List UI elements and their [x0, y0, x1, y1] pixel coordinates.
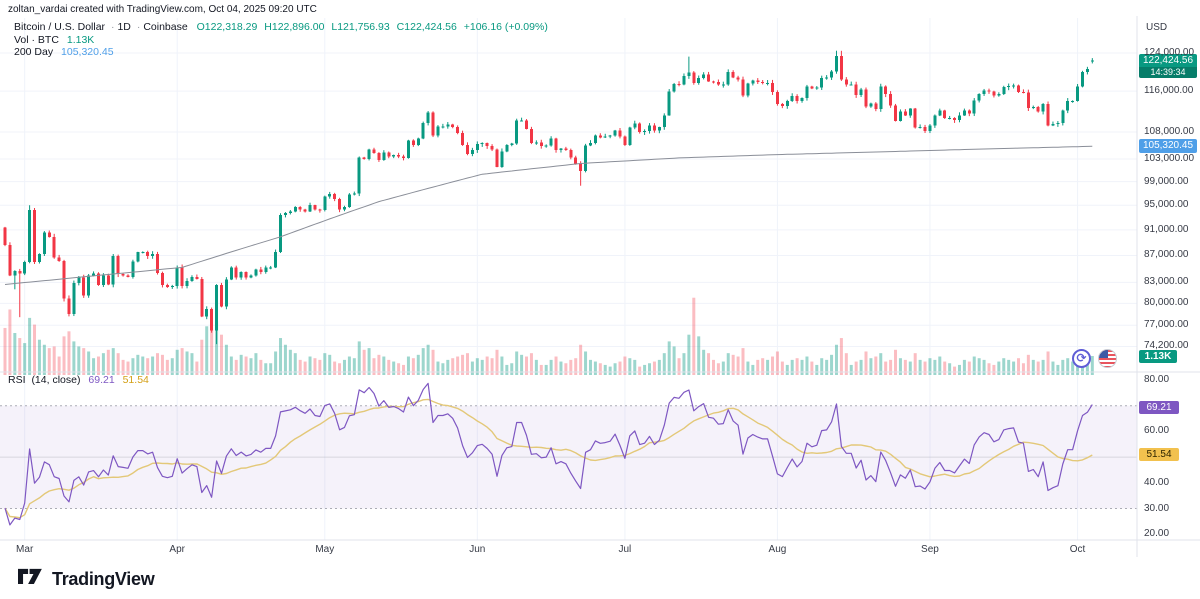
symbol-legend-row[interactable]: Bitcoin / U.S. Dollar · 1D · Coinbase O122…: [14, 21, 548, 33]
price-tick-label: 80,000.00: [1144, 297, 1189, 309]
ma200-value: 105,320.45: [61, 46, 114, 58]
volume-label: Vol · BTC: [14, 34, 59, 46]
interval-label[interactable]: 1D: [117, 21, 131, 33]
separators-layer: [0, 16, 1200, 557]
volume-layer: [3, 297, 1094, 375]
rsi-label: RSI: [8, 374, 26, 386]
legend-separator: ·: [110, 21, 115, 33]
month-label: May: [315, 544, 335, 555]
month-label: Mar: [16, 544, 34, 555]
tradingview-logo[interactable]: TradingView: [18, 567, 155, 591]
ohlc-high: H122,896.00: [264, 21, 325, 33]
price-tick-label: 83,000.00: [1144, 276, 1189, 288]
rsi-tick-label: 20.00: [1144, 528, 1170, 540]
volume-legend-row[interactable]: Vol · BTC 1.13K: [14, 34, 94, 46]
price-tick-label: 95,000.00: [1144, 199, 1189, 211]
price-tick-label: 116,000.00: [1144, 85, 1194, 97]
month-label: Jul: [618, 544, 632, 555]
volume-value: 1.13K: [66, 34, 95, 46]
rsi-tick-label: 40.00: [1144, 476, 1170, 488]
price-tick-label: 99,000.00: [1144, 175, 1189, 187]
symbol-title[interactable]: Bitcoin / U.S. Dollar: [14, 21, 106, 33]
change-label: +106.16 (+0.09%): [463, 21, 548, 33]
ohlc-low: L121,756.93: [331, 21, 390, 33]
candles-layer: [3, 50, 1094, 345]
price-tick-label: 77,000.00: [1144, 319, 1189, 331]
ma200-label: 200 Day: [14, 46, 54, 58]
rsi-legend-row[interactable]: RSI (14, close) 69.21 51.54: [8, 374, 149, 386]
month-label: Sep: [921, 544, 939, 555]
rsi-tick-label: 30.00: [1144, 502, 1170, 514]
last-price-value: 122,424.56: [1142, 55, 1194, 66]
currency-label[interactable]: USD: [1146, 22, 1168, 33]
rsi-lines-layer: [4, 382, 1093, 526]
attribution-line: zoltan_vardai created with TradingView.c…: [8, 4, 317, 15]
us-flag-event-icon[interactable]: [1098, 349, 1117, 368]
ma200-legend-row[interactable]: 200 Day 105,320.45: [14, 46, 114, 58]
tradingview-logo-text: TradingView: [52, 568, 155, 589]
ohlc-close: C122,424.56: [396, 21, 457, 33]
ma200-axis-badge: 105,320.45: [1139, 139, 1197, 153]
month-label: Apr: [169, 544, 185, 555]
month-label: Jun: [469, 544, 486, 555]
rsi-ma-value: 51.54: [122, 374, 149, 386]
rsi-ma-axis-badge: 51.54: [1139, 448, 1179, 461]
price-tick-label: 91,000.00: [1144, 223, 1189, 235]
ma200-line-layer: [4, 145, 1093, 285]
price-tick-label: 103,000.00: [1144, 153, 1195, 165]
rsi-axis-badge: 69.21: [1139, 401, 1179, 414]
rsi-band-layer: [0, 405, 1137, 509]
rsi-value: 69.21: [88, 374, 115, 386]
month-label: Aug: [768, 544, 787, 555]
last-price-badge: 122,424.56 14:39:34: [1139, 54, 1197, 78]
flag-canton: [1099, 350, 1108, 358]
exchange-label: Coinbase: [143, 21, 188, 33]
price-tick-label: 74,200.00: [1144, 340, 1189, 352]
bar-countdown: 14:39:34: [1139, 67, 1197, 78]
price-tick-label: 87,000.00: [1144, 249, 1189, 261]
rsi-params: (14, close): [31, 374, 81, 386]
price-tick-label: 108,000.00: [1144, 125, 1195, 137]
tradingview-logo-icon: [18, 568, 42, 585]
rsi-tick-label: 80.00: [1144, 374, 1170, 385]
volume-axis-badge: 1.13K: [1139, 350, 1177, 363]
month-label: Oct: [1069, 544, 1086, 555]
ohlc-open: O122,318.29: [196, 21, 258, 33]
price-tick-label: 124,000.00: [1144, 47, 1195, 58]
replay-event-icon[interactable]: ⟳: [1072, 349, 1091, 368]
legend-separator: ·: [136, 21, 141, 33]
rsi-tick-label: 60.00: [1144, 425, 1170, 437]
